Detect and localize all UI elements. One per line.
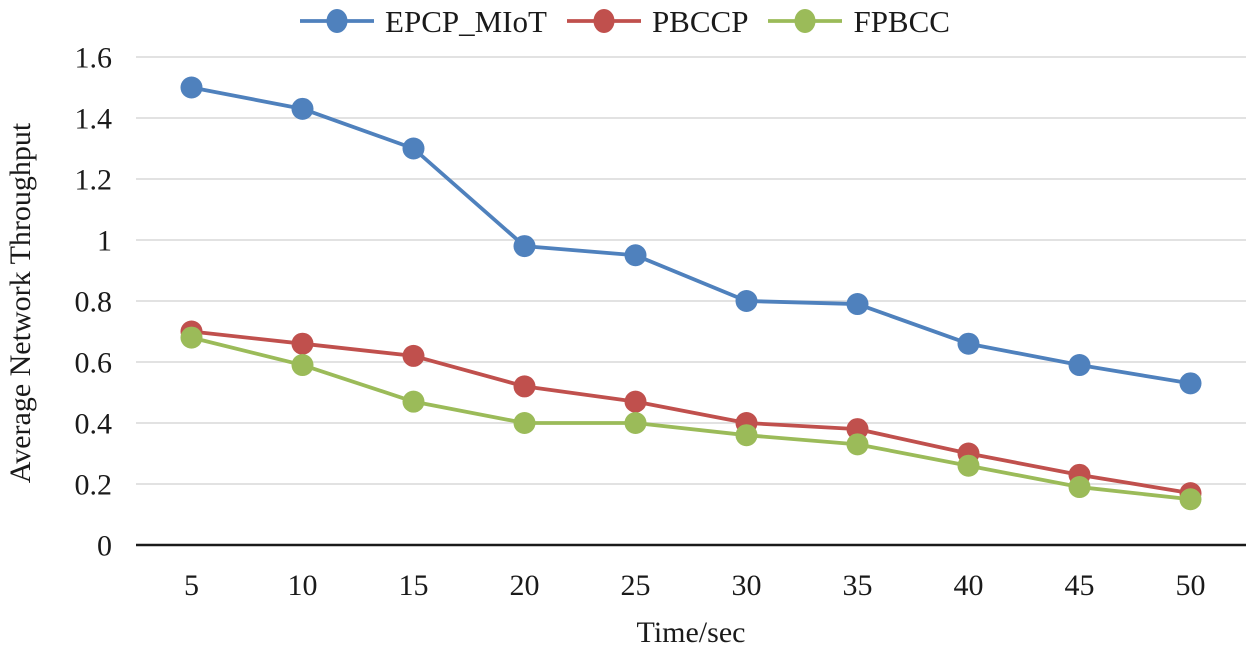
legend-item-PBCCP: PBCCP bbox=[566, 3, 749, 39]
legend-line-marker-icon bbox=[768, 9, 843, 33]
x-tick-label: 5 bbox=[184, 569, 199, 602]
data-point-marker-FPBCC bbox=[1179, 488, 1202, 511]
x-tick-label: 10 bbox=[288, 569, 318, 602]
series-line-FPBCC bbox=[189, 335, 1193, 502]
y-tick-label: 1.6 bbox=[75, 42, 113, 75]
data-point-marker-FPBCC bbox=[291, 354, 314, 377]
data-point-marker-EPCP_MIoT bbox=[846, 293, 869, 316]
data-point-marker-EPCP_MIoT bbox=[1179, 372, 1202, 395]
x-tick-label: 45 bbox=[1065, 569, 1095, 602]
data-point-marker-PBCCP bbox=[624, 390, 647, 413]
data-point-marker-FPBCC bbox=[180, 326, 203, 349]
x-tick-label: 15 bbox=[399, 569, 429, 602]
legend-label: FPBCC bbox=[853, 3, 950, 39]
y-tick-label: 0.6 bbox=[75, 347, 113, 380]
legend-label: PBCCP bbox=[651, 3, 749, 39]
x-tick-label: 40 bbox=[954, 569, 984, 602]
data-point-marker-FPBCC bbox=[402, 390, 425, 413]
x-tick-label: 35 bbox=[843, 569, 873, 602]
data-point-marker-PBCCP bbox=[402, 344, 425, 367]
data-point-marker-FPBCC bbox=[624, 412, 647, 434]
data-point-marker-EPCP_MIoT bbox=[1068, 354, 1091, 377]
legend-item-EPCP_MIoT: EPCP_MIoT bbox=[300, 6, 547, 37]
data-point-marker-PBCCP bbox=[846, 418, 869, 441]
x-tick-label: 50 bbox=[1176, 569, 1206, 602]
x-tick-label: 25 bbox=[621, 569, 651, 602]
x-axis-title: Time/sec bbox=[636, 616, 746, 649]
legend-line-marker-icon bbox=[300, 9, 375, 33]
legend-item-FPBCC: FPBCC bbox=[768, 6, 950, 37]
y-tick-label: 0.4 bbox=[75, 408, 113, 441]
data-point-marker-EPCP_MIoT bbox=[180, 76, 203, 99]
y-tick-label: 0 bbox=[97, 530, 112, 563]
legend-line-marker-icon bbox=[566, 9, 641, 33]
legend-label: EPCP_MIoT bbox=[385, 3, 547, 39]
y-tick-label: 1.2 bbox=[75, 164, 113, 197]
data-point-marker-EPCP_MIoT bbox=[513, 235, 536, 258]
data-point-marker-EPCP_MIoT bbox=[402, 137, 425, 160]
series-line-EPCP_MIoT bbox=[189, 85, 1193, 386]
data-point-marker-FPBCC bbox=[957, 454, 980, 477]
data-point-marker-FPBCC bbox=[846, 433, 869, 456]
data-point-marker-FPBCC bbox=[1068, 476, 1091, 499]
data-point-marker-PBCCP bbox=[513, 375, 536, 398]
data-point-marker-FPBCC bbox=[735, 424, 758, 447]
y-tick-label: 1.4 bbox=[75, 103, 113, 136]
y-axis-title: Average Network Throughput bbox=[4, 122, 37, 484]
data-point-marker-EPCP_MIoT bbox=[291, 97, 314, 120]
data-point-marker-FPBCC bbox=[513, 412, 536, 434]
chart-legend: EPCP_MIoT PBCCP FPBCC bbox=[0, 0, 1250, 42]
data-point-marker-EPCP_MIoT bbox=[957, 332, 980, 355]
data-point-marker-EPCP_MIoT bbox=[735, 290, 758, 312]
data-point-marker-EPCP_MIoT bbox=[624, 244, 647, 267]
series-line-PBCCP bbox=[189, 329, 1193, 496]
data-point-marker-PBCCP bbox=[291, 332, 314, 355]
x-tick-label: 30 bbox=[732, 569, 762, 602]
y-tick-label: 0.2 bbox=[75, 469, 113, 502]
y-tick-label: 0.8 bbox=[75, 286, 113, 319]
y-tick-label: 1 bbox=[97, 225, 112, 258]
x-tick-label: 20 bbox=[510, 569, 540, 602]
